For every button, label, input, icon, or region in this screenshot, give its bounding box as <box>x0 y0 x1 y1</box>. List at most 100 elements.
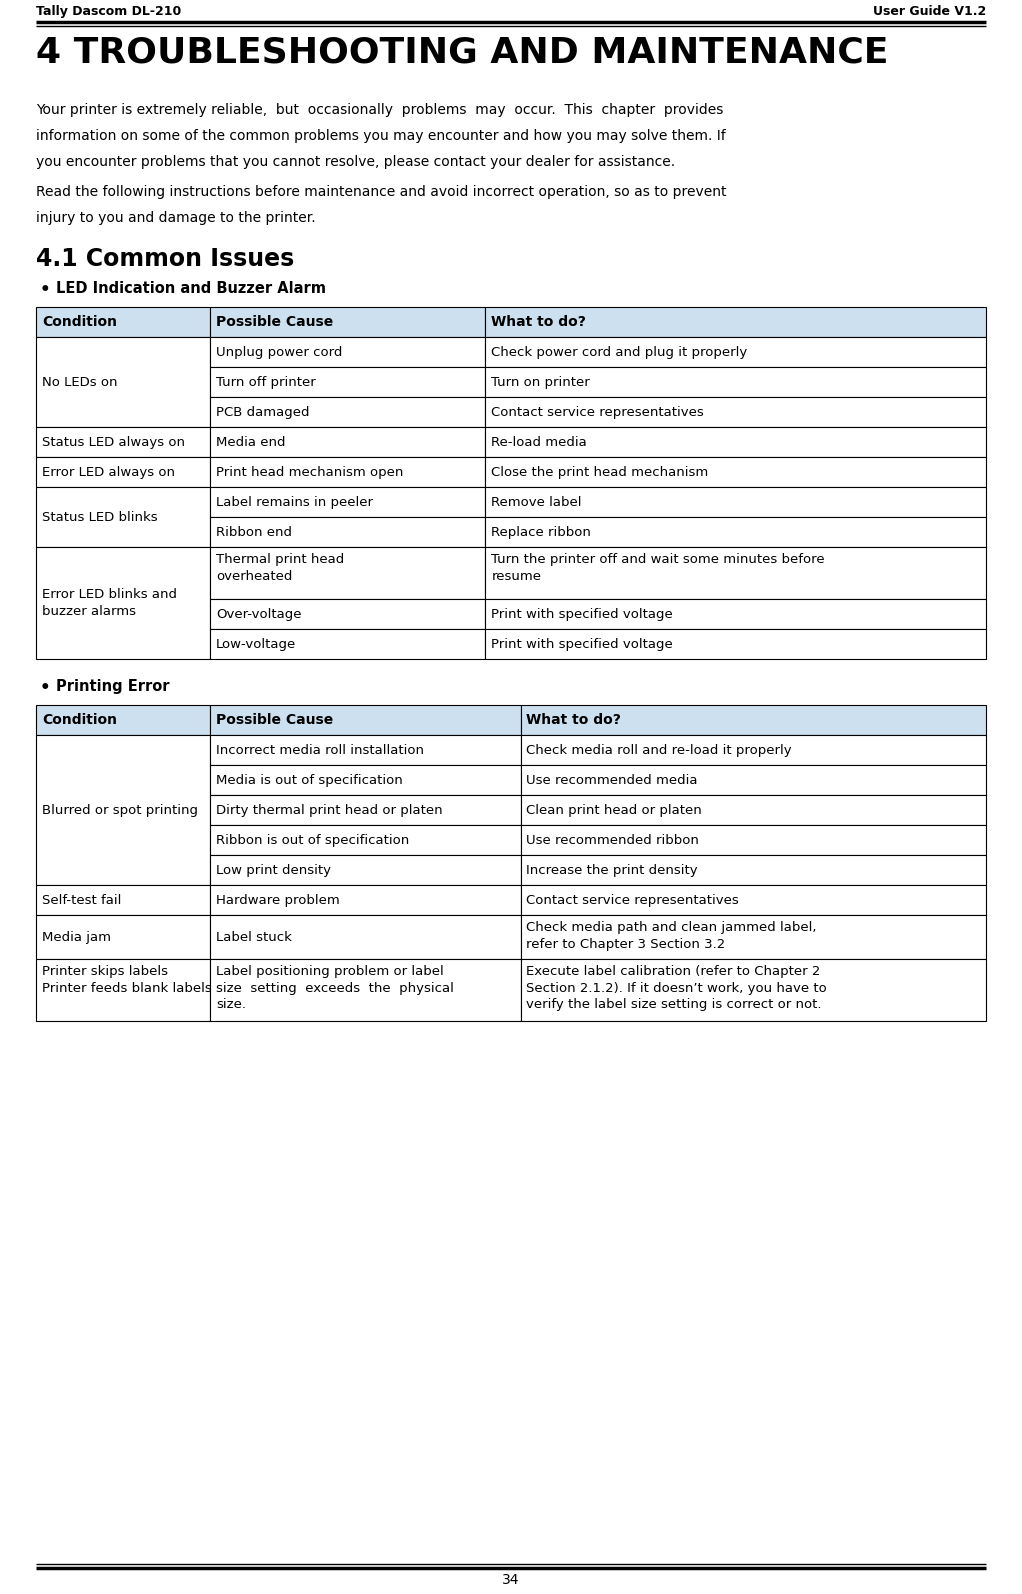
Text: Media end: Media end <box>216 435 285 448</box>
Text: Check media path and clean jammed label,
refer to Chapter 3 Section 3.2: Check media path and clean jammed label,… <box>526 921 817 950</box>
Bar <box>485 488 986 516</box>
Bar <box>36 960 210 1022</box>
Text: Turn the printer off and wait some minutes before
resume: Turn the printer off and wait some minut… <box>492 553 825 582</box>
Bar <box>520 735 986 765</box>
Bar <box>520 854 986 885</box>
Text: Clean print head or platen: Clean print head or platen <box>526 803 702 816</box>
Text: No LEDs on: No LEDs on <box>42 376 118 389</box>
Bar <box>210 765 520 795</box>
Text: Turn on printer: Turn on printer <box>492 376 590 389</box>
Bar <box>485 397 986 427</box>
Text: 34: 34 <box>502 1573 520 1588</box>
Text: Incorrect media roll installation: Incorrect media roll installation <box>216 743 424 757</box>
Bar <box>210 427 485 457</box>
Text: Ribbon end: Ribbon end <box>216 526 292 539</box>
Bar <box>520 765 986 795</box>
Bar <box>210 599 485 630</box>
Text: Contact service representatives: Contact service representatives <box>526 894 739 907</box>
Text: Possible Cause: Possible Cause <box>216 316 333 328</box>
Bar <box>210 336 485 367</box>
Text: Status LED blinks: Status LED blinks <box>42 510 157 523</box>
Bar <box>210 826 520 854</box>
Bar <box>485 630 986 658</box>
Bar <box>210 488 485 516</box>
Bar <box>210 397 485 427</box>
Text: Print head mechanism open: Print head mechanism open <box>216 465 404 478</box>
Text: •: • <box>40 679 51 697</box>
Text: Execute label calibration (refer to Chapter 2
Section 2.1.2). If it doesn’t work: Execute label calibration (refer to Chap… <box>526 964 827 1011</box>
Text: Label stuck: Label stuck <box>216 931 291 944</box>
Text: injury to you and damage to the printer.: injury to you and damage to the printer. <box>36 210 316 225</box>
Bar <box>520 705 986 735</box>
Bar <box>210 367 485 397</box>
Text: •: • <box>40 281 51 300</box>
Text: Turn off printer: Turn off printer <box>216 376 316 389</box>
Text: What to do?: What to do? <box>492 316 587 328</box>
Text: Print with specified voltage: Print with specified voltage <box>492 638 673 650</box>
Bar <box>210 516 485 547</box>
Text: Possible Cause: Possible Cause <box>216 713 333 727</box>
Text: Self-test fail: Self-test fail <box>42 894 122 907</box>
Text: User Guide V1.2: User Guide V1.2 <box>873 5 986 18</box>
Bar <box>210 457 485 488</box>
Bar <box>36 705 210 735</box>
Bar <box>520 915 986 960</box>
Bar <box>36 308 210 336</box>
Bar <box>210 630 485 658</box>
Text: Error LED blinks and
buzzer alarms: Error LED blinks and buzzer alarms <box>42 588 177 618</box>
Text: Condition: Condition <box>42 713 117 727</box>
Bar <box>210 854 520 885</box>
Bar <box>210 960 520 1022</box>
Text: Printer skips labels
Printer feeds blank labels: Printer skips labels Printer feeds blank… <box>42 964 212 995</box>
Bar <box>485 308 986 336</box>
Text: Ribbon is out of specification: Ribbon is out of specification <box>216 834 409 846</box>
Text: Close the print head mechanism: Close the print head mechanism <box>492 465 708 478</box>
Text: LED Indication and Buzzer Alarm: LED Indication and Buzzer Alarm <box>56 281 326 296</box>
Text: you encounter problems that you cannot resolve, please contact your dealer for a: you encounter problems that you cannot r… <box>36 155 676 169</box>
Text: 4.1 Common Issues: 4.1 Common Issues <box>36 247 294 271</box>
Text: Low-voltage: Low-voltage <box>216 638 296 650</box>
Bar <box>210 795 520 826</box>
Text: Over-voltage: Over-voltage <box>216 607 301 620</box>
Bar <box>485 457 986 488</box>
Text: PCB damaged: PCB damaged <box>216 405 310 419</box>
Bar <box>36 427 210 457</box>
Text: Print with specified voltage: Print with specified voltage <box>492 607 673 620</box>
Text: information on some of the common problems you may encounter and how you may sol: information on some of the common proble… <box>36 129 726 143</box>
Bar <box>36 488 210 547</box>
Bar <box>36 457 210 488</box>
Bar <box>210 735 520 765</box>
Text: Label positioning problem or label
size  setting  exceeds  the  physical
size.: Label positioning problem or label size … <box>216 964 454 1011</box>
Bar <box>485 336 986 367</box>
Text: Hardware problem: Hardware problem <box>216 894 339 907</box>
Text: Contact service representatives: Contact service representatives <box>492 405 704 419</box>
Text: Status LED always on: Status LED always on <box>42 435 185 448</box>
Text: What to do?: What to do? <box>526 713 621 727</box>
Bar <box>36 336 210 427</box>
Bar <box>36 885 210 915</box>
Bar <box>520 795 986 826</box>
Text: Check media roll and re-load it properly: Check media roll and re-load it properly <box>526 743 792 757</box>
Text: Tally Dascom DL-210: Tally Dascom DL-210 <box>36 5 181 18</box>
Bar <box>210 885 520 915</box>
Text: Use recommended media: Use recommended media <box>526 773 698 786</box>
Text: Re-load media: Re-load media <box>492 435 587 448</box>
Text: Condition: Condition <box>42 316 117 328</box>
Text: Read the following instructions before maintenance and avoid incorrect operation: Read the following instructions before m… <box>36 185 727 199</box>
Bar <box>210 547 485 599</box>
Text: Check power cord and plug it properly: Check power cord and plug it properly <box>492 346 748 359</box>
Bar <box>210 308 485 336</box>
Text: Printing Error: Printing Error <box>56 679 170 693</box>
Text: Increase the print density: Increase the print density <box>526 864 698 877</box>
Bar <box>520 960 986 1022</box>
Bar <box>210 915 520 960</box>
Bar <box>210 705 520 735</box>
Text: Thermal print head
overheated: Thermal print head overheated <box>216 553 344 582</box>
Text: Label remains in peeler: Label remains in peeler <box>216 496 373 508</box>
Text: Dirty thermal print head or platen: Dirty thermal print head or platen <box>216 803 443 816</box>
Bar <box>36 915 210 960</box>
Text: Media jam: Media jam <box>42 931 111 944</box>
Text: Unplug power cord: Unplug power cord <box>216 346 342 359</box>
Text: Low print density: Low print density <box>216 864 331 877</box>
Bar <box>520 826 986 854</box>
